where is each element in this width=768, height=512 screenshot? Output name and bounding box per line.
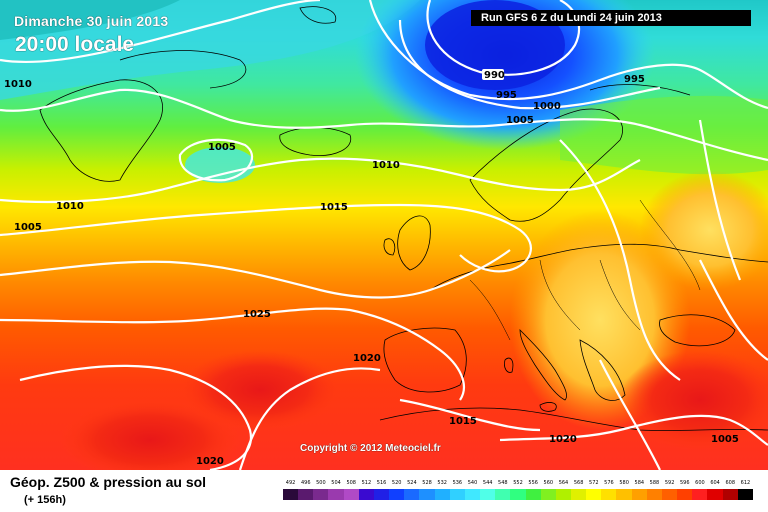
scale-swatch bbox=[373, 489, 390, 500]
scale-swatch bbox=[358, 489, 374, 500]
scale-tick-label: 524 bbox=[407, 480, 417, 486]
scale-swatch bbox=[404, 489, 420, 500]
isobar-label: 1025 bbox=[243, 309, 271, 320]
isobar-label: 1010 bbox=[372, 160, 400, 171]
color-scale-bar bbox=[283, 489, 753, 500]
scale-tick-label: 504 bbox=[331, 480, 341, 486]
scale-tick-label: 612 bbox=[740, 480, 751, 486]
copyright-notice: Copyright © 2012 Meteociel.fr bbox=[300, 443, 441, 454]
isobar-label: 1010 bbox=[56, 201, 84, 212]
scale-swatch bbox=[480, 489, 496, 500]
scale-swatch bbox=[692, 489, 708, 500]
scale-tick-label: 564 bbox=[558, 480, 569, 486]
scale-tick-label: 560 bbox=[543, 480, 554, 486]
scale-swatch bbox=[343, 489, 359, 500]
isobar-label: 1005 bbox=[711, 434, 739, 445]
field-title: Géop. Z500 & pression au sol bbox=[10, 474, 207, 490]
scale-tick-label: 508 bbox=[346, 480, 356, 486]
map-date: Dimanche 30 juin 2013 bbox=[14, 13, 169, 29]
legend-footer: Géop. Z500 & pression au sol (+ 156h) 49… bbox=[0, 470, 768, 512]
scale-swatch bbox=[510, 489, 526, 500]
scale-tick-label: 604 bbox=[710, 480, 720, 486]
scale-tick-label: 532 bbox=[437, 480, 447, 486]
scale-tick-label: 520 bbox=[391, 480, 402, 486]
scale-swatch bbox=[313, 489, 329, 500]
scale-swatch bbox=[389, 489, 405, 500]
scale-swatch bbox=[555, 489, 571, 500]
isobar-label: 1010 bbox=[4, 79, 32, 90]
isobar-label: 1005 bbox=[506, 115, 534, 126]
scale-tick-label: 528 bbox=[422, 480, 432, 486]
scale-tick-label: 592 bbox=[664, 480, 675, 486]
isobar-label: 1015 bbox=[449, 416, 477, 427]
scale-tick-label: 540 bbox=[467, 480, 478, 486]
isobar-labels: 1010 1005 990 995 1000 1005 995 1010 101… bbox=[4, 69, 739, 467]
scale-swatch bbox=[616, 489, 632, 500]
scale-tick-label: 496 bbox=[300, 480, 311, 486]
scale-tick-label: 588 bbox=[649, 480, 660, 486]
isobar-label: 1020 bbox=[549, 434, 577, 445]
isobar-label: 1015 bbox=[320, 202, 348, 213]
isobar-label: 990 bbox=[484, 70, 505, 81]
isobars bbox=[0, 0, 768, 470]
isobar-label: 1000 bbox=[533, 101, 561, 112]
scale-tick-label: 580 bbox=[619, 480, 629, 486]
scale-tick-label: 576 bbox=[604, 480, 614, 486]
scale-swatch bbox=[298, 489, 314, 500]
scale-swatch bbox=[722, 489, 738, 500]
scale-swatch bbox=[419, 489, 435, 500]
isobar-label: 1005 bbox=[14, 222, 42, 233]
scale-swatch bbox=[570, 489, 587, 500]
scale-swatch bbox=[707, 489, 723, 500]
isobar-label: 995 bbox=[624, 74, 645, 85]
scale-tick-label: 492 bbox=[285, 480, 296, 486]
scale-swatch bbox=[495, 489, 511, 500]
scale-tick-label: 568 bbox=[573, 480, 584, 486]
isobar-label: 1005 bbox=[208, 142, 236, 153]
scale-swatch bbox=[677, 489, 693, 500]
scale-swatch bbox=[449, 489, 465, 500]
scale-tick-label: 512 bbox=[361, 480, 372, 486]
scale-tick-label: 584 bbox=[634, 480, 645, 486]
isobar-label: 1020 bbox=[196, 456, 224, 467]
map-local-time: 20:00 locale bbox=[15, 33, 135, 56]
scale-swatch bbox=[601, 489, 617, 500]
isobar-label: 1020 bbox=[353, 353, 381, 364]
scale-tick-label: 552 bbox=[513, 480, 523, 486]
scale-swatch bbox=[737, 489, 753, 500]
scale-swatch bbox=[586, 489, 602, 500]
scale-swatch bbox=[631, 489, 647, 500]
color-scale-labels: 492 496 500 504 508 512 516 520 524 528 532 536 540 5… bbox=[283, 480, 753, 490]
scale-tick-label: 608 bbox=[725, 480, 736, 486]
isobar-label: 995 bbox=[496, 90, 517, 101]
scale-swatch bbox=[646, 489, 662, 500]
scale-tick-label: 556 bbox=[528, 480, 538, 486]
scale-tick-label: 544 bbox=[482, 480, 493, 486]
geopotential-map: 1010 1005 990 995 1000 1005 995 1010 101… bbox=[0, 0, 768, 470]
scale-swatch bbox=[328, 489, 344, 500]
scale-tick-label: 548 bbox=[498, 480, 508, 486]
forecast-hour: (+ 156h) bbox=[24, 494, 66, 506]
scale-tick-label: 572 bbox=[589, 480, 599, 486]
scale-tick-label: 536 bbox=[452, 480, 463, 486]
scale-swatch bbox=[464, 489, 481, 500]
scale-tick-label: 600 bbox=[695, 480, 705, 486]
scale-swatch bbox=[434, 489, 450, 500]
run-info: Run GFS 6 Z du Lundi 24 juin 2013 bbox=[471, 10, 751, 26]
scale-swatch bbox=[540, 489, 556, 500]
scale-swatch bbox=[283, 489, 299, 500]
scale-tick-label: 596 bbox=[679, 480, 690, 486]
scale-swatch bbox=[661, 489, 678, 500]
scale-tick-label: 500 bbox=[316, 480, 326, 486]
scale-swatch bbox=[525, 489, 541, 500]
scale-tick-label: 516 bbox=[376, 480, 387, 486]
